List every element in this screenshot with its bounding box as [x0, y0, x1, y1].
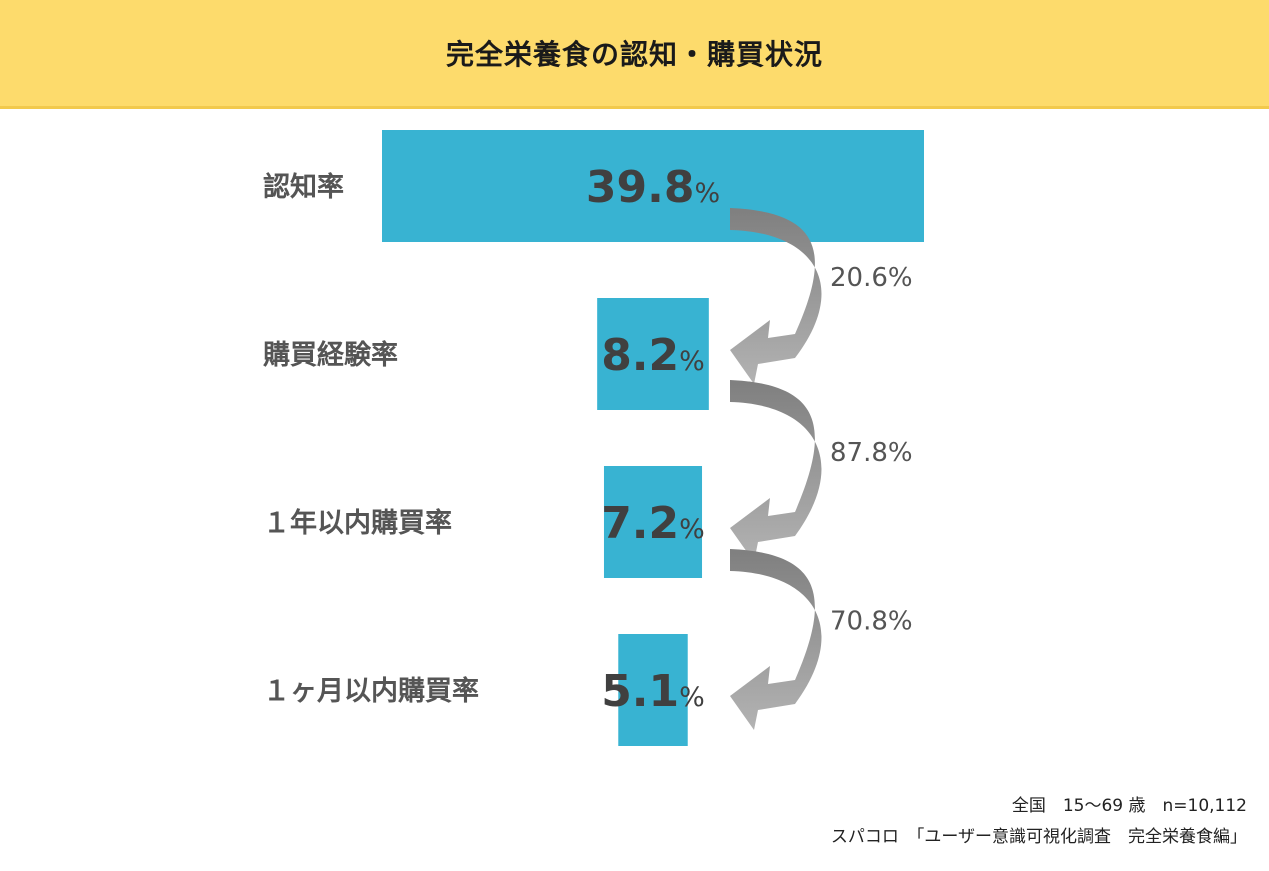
conversion-rate-2: 87.8%: [830, 438, 913, 468]
category-label-3: １年以内購買率: [263, 507, 452, 539]
value-label-3: 7.2%: [601, 498, 705, 549]
category-label-2: 購買経験率: [263, 339, 398, 371]
chart-title: 完全栄養食の認知・購買状況: [445, 38, 823, 71]
bar-1: [382, 130, 924, 242]
source-note: スパコロ 「ユーザー意識可視化調査 完全栄養食編」: [830, 827, 1247, 847]
category-label-1: 認知率: [263, 171, 344, 203]
value-label-2: 8.2%: [601, 330, 705, 381]
chart-header: 完全栄養食の認知・購買状況: [0, 0, 1269, 109]
conversion-arrow-3: [730, 549, 822, 730]
bar-4: [618, 634, 688, 746]
bar-2: [597, 298, 709, 410]
conversion-rate-3: 70.8%: [830, 607, 913, 637]
sample-note: 全国 15～69 歳 n=10,112: [1011, 796, 1247, 816]
conversion-arrow-1: [730, 208, 822, 384]
conversion-rate-1: 20.6%: [830, 263, 913, 293]
value-label-4: 5.1%: [601, 666, 705, 717]
bar-3: [603, 466, 703, 578]
value-label-1: 39.8%: [586, 162, 720, 213]
conversion-arrow-2: [730, 380, 822, 562]
category-label-4: １ヶ月以内購買率: [263, 675, 479, 707]
